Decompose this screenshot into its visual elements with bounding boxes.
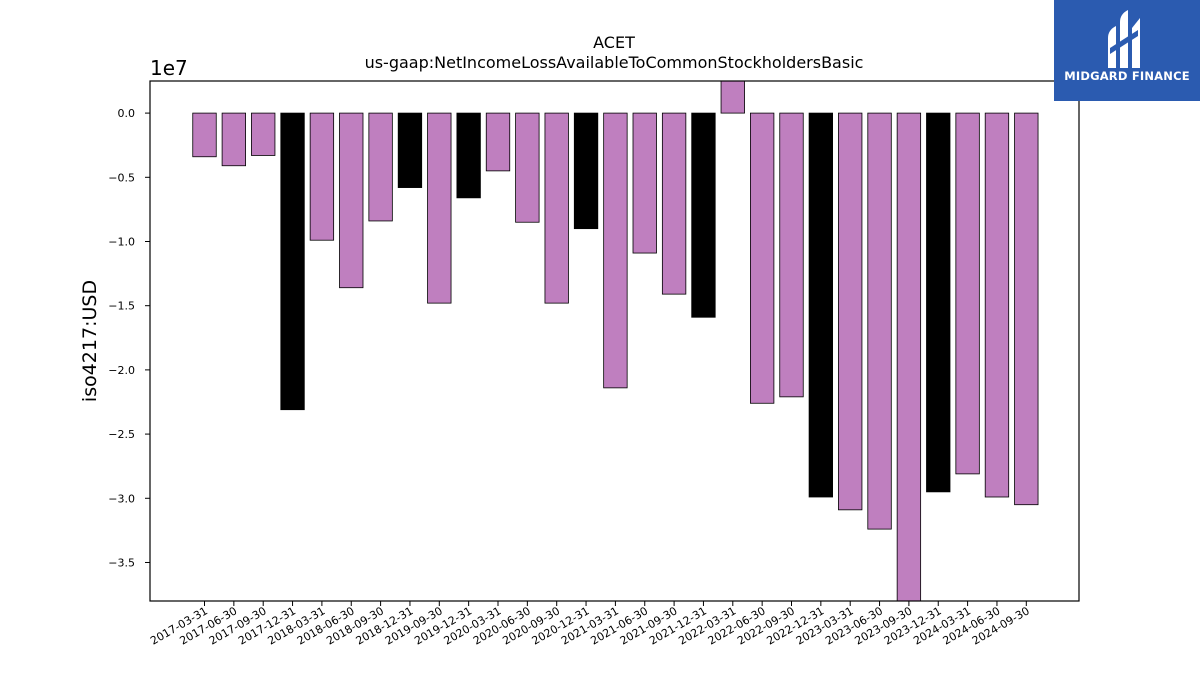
bar-2018-03-31 (309, 112, 335, 241)
bar-2021-06-30 (632, 112, 657, 254)
bar-2021-03-31 (603, 112, 628, 389)
bar-2020-09-30 (544, 112, 569, 304)
bar-2019-12-31 (456, 112, 481, 199)
plot-area: 0.0−0.5−1.0−1.5−2.0−2.5−3.0−3.52017-03-3… (108, 80, 1039, 648)
y-axis-label: iso4217:USD (79, 280, 101, 402)
midgard-finance-logo: MIDGARD FINANCE (1054, 0, 1200, 101)
y-tick-label: −1.0 (108, 235, 135, 248)
bar-2023-03-31 (838, 112, 863, 511)
bar-2023-06-30 (867, 112, 892, 530)
bar-2022-12-31 (808, 112, 833, 498)
y-tick-label: −2.5 (108, 428, 135, 441)
bar-2024-03-31 (955, 112, 980, 475)
plot-frame (149, 80, 1080, 602)
bar-2017-12-31 (280, 112, 305, 411)
y-tick-label: −3.0 (108, 492, 135, 505)
y-tick-label: 0.0 (118, 107, 136, 120)
bar-2024-06-30 (984, 112, 1010, 498)
y-tick-label: −2.0 (108, 364, 135, 377)
chart-title: ACET (593, 33, 635, 52)
bar-2018-12-31 (397, 112, 423, 188)
y-tick-label: −1.5 (108, 300, 135, 313)
chart-subtitle: us-gaap:NetIncomeLossAvailableToCommonSt… (365, 53, 864, 72)
y-tick-label: −3.5 (108, 556, 135, 569)
bar-2024-09-30 (1014, 112, 1039, 506)
bar-2017-09-30 (251, 112, 276, 156)
bar-2021-09-30 (661, 112, 687, 295)
bar-2022-03-31 (720, 80, 745, 114)
logo-text: MIDGARD FINANCE (1064, 69, 1190, 83)
bar-2017-03-31 (192, 112, 217, 158)
bar-2017-06-30 (221, 112, 247, 167)
bar-2020-03-31 (485, 112, 511, 172)
bar-2018-06-30 (339, 112, 364, 289)
y-scale-label: 1e7 (150, 56, 188, 80)
bar-2022-06-30 (750, 112, 775, 404)
y-tick-label: −0.5 (108, 171, 135, 184)
bar-2020-12-31 (573, 112, 599, 230)
bar-2021-12-31 (691, 112, 716, 318)
bar-2023-12-31 (926, 112, 951, 493)
bar-2020-06-30 (515, 112, 540, 223)
bar-2019-09-30 (427, 112, 452, 304)
logo-mark-icon (1108, 10, 1140, 68)
bar-2018-09-30 (368, 112, 393, 222)
bar-2023-09-30 (896, 112, 922, 602)
bar-2022-09-30 (779, 112, 804, 398)
